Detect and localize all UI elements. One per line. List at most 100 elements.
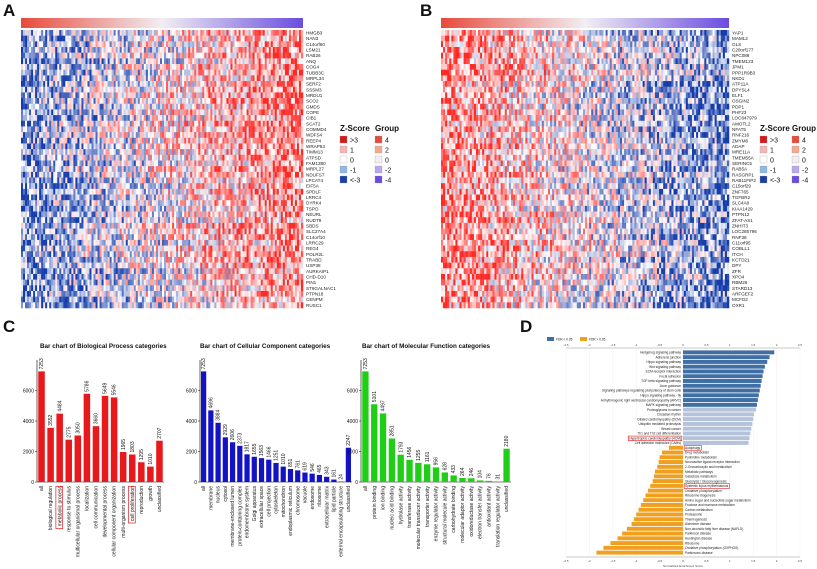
heatmap-cell: [260, 177, 263, 184]
heatmap-cell: [250, 58, 253, 65]
heatmap-cell: [214, 183, 217, 190]
heatmap-cell: [202, 58, 205, 65]
heatmap-cell: [93, 41, 96, 48]
heatmap-cell: [41, 58, 44, 65]
heatmap-cell: [204, 98, 207, 104]
heatmap-cell: [45, 64, 48, 70]
heatmap-cell: [204, 69, 207, 76]
heatmap-cell: [162, 194, 165, 201]
heatmap-cell: [57, 126, 60, 133]
heatmap-cell: [27, 211, 30, 218]
heatmap-cell: [176, 109, 179, 116]
heatmap-cell: [290, 137, 294, 144]
heatmap-cell: [125, 222, 128, 229]
heatmap-cell: [119, 120, 122, 127]
heatmap-cell: [184, 183, 187, 190]
heatmap-cell: [168, 154, 171, 161]
heatmap-cell: [224, 115, 227, 122]
heatmap-cell: [61, 211, 64, 218]
heatmap-cell: [125, 194, 128, 201]
heatmap-cell: [125, 41, 128, 48]
heatmap-cell: [268, 75, 272, 82]
heatmap-cell: [220, 143, 223, 150]
heatmap-cell: [75, 120, 78, 127]
heatmap-cell: [244, 132, 247, 139]
heatmap-cell: [282, 75, 286, 82]
heatmap-cell: [240, 200, 243, 207]
heatmap-cell: [220, 92, 223, 99]
heatmap-cell: [278, 98, 282, 104]
heatmap-cell: [254, 211, 257, 218]
heatmap-cell: [164, 143, 167, 150]
heatmap-cell: [151, 177, 155, 184]
heatmap-cell: [83, 149, 86, 156]
heatmap-cell: [33, 200, 36, 207]
heatmap-cell: [131, 171, 135, 178]
heatmap-cell: [143, 217, 147, 224]
heatmap-cell: [43, 188, 46, 195]
heatmap-cell: [51, 200, 54, 207]
heatmap-cell: [79, 81, 82, 87]
heatmap-cell: [190, 143, 193, 150]
heatmap-cell: [119, 183, 122, 190]
heatmap-cell: [145, 81, 149, 87]
heatmap-cell: [85, 171, 88, 178]
heatmap-cell: [260, 120, 263, 127]
heatmap-cell: [290, 98, 294, 104]
heatmap-cell: [87, 160, 90, 167]
heatmap-cell: [143, 126, 147, 133]
heatmap-cell: [105, 120, 108, 127]
heatmap-cell: [109, 98, 112, 104]
heatmap-cell: [250, 188, 253, 195]
heatmap-cell: [178, 160, 181, 167]
heatmap-cell: [206, 166, 209, 173]
heatmap-cell: [166, 103, 169, 110]
heatmap-cell: [284, 171, 288, 178]
heatmap-cell: [252, 217, 255, 224]
heatmap-cell: [182, 177, 185, 184]
heatmap-cell: [77, 143, 80, 150]
heatmap-cell: [174, 58, 177, 65]
heatmap-cell: [75, 137, 78, 144]
heatmap-cell: [286, 211, 290, 218]
heatmap-cell: [155, 47, 159, 53]
heatmap-cell: [55, 132, 58, 139]
heatmap-cell: [93, 126, 96, 133]
heatmap-cell: [206, 205, 209, 212]
heatmap-cell: [282, 115, 286, 122]
heatmap-cell: [153, 115, 157, 122]
heatmap-cell: [172, 177, 175, 184]
heatmap-cell: [280, 154, 284, 161]
heatmap-cell: [33, 35, 36, 42]
heatmap-cell: [121, 171, 124, 178]
heatmap-cell: [125, 64, 128, 70]
heatmap-cell: [153, 120, 157, 127]
heatmap-cell: [210, 217, 213, 224]
heatmap-cell: [224, 120, 227, 127]
heatmap-cell: [278, 30, 282, 36]
heatmap-cell: [256, 30, 259, 36]
heatmap-cell: [129, 58, 133, 65]
heatmap-cell: [212, 64, 215, 70]
heatmap-cell: [61, 188, 64, 195]
heatmap-cell: [137, 64, 141, 70]
heatmap-cell: [218, 58, 221, 65]
heatmap-cell: [153, 126, 157, 133]
heatmap-cell: [288, 120, 292, 127]
heatmap-cell: [73, 188, 76, 195]
heatmap-cell: [43, 120, 46, 127]
heatmap-cell: [153, 177, 157, 184]
heatmap-cell: [41, 205, 44, 212]
heatmap-cell: [238, 92, 241, 99]
heatmap-cell: [236, 47, 239, 53]
heatmap-cell: [69, 205, 72, 212]
heatmap-cell: [228, 171, 231, 178]
heatmap-cell: [260, 52, 263, 59]
heatmap-cell: [127, 69, 131, 76]
heatmap-cell: [27, 143, 30, 150]
heatmap-cell: [270, 211, 274, 218]
heatmap-cell: [107, 126, 110, 133]
heatmap-cell: [164, 217, 167, 224]
heatmap-cell: [117, 188, 120, 195]
heatmap-cell: [190, 81, 193, 87]
